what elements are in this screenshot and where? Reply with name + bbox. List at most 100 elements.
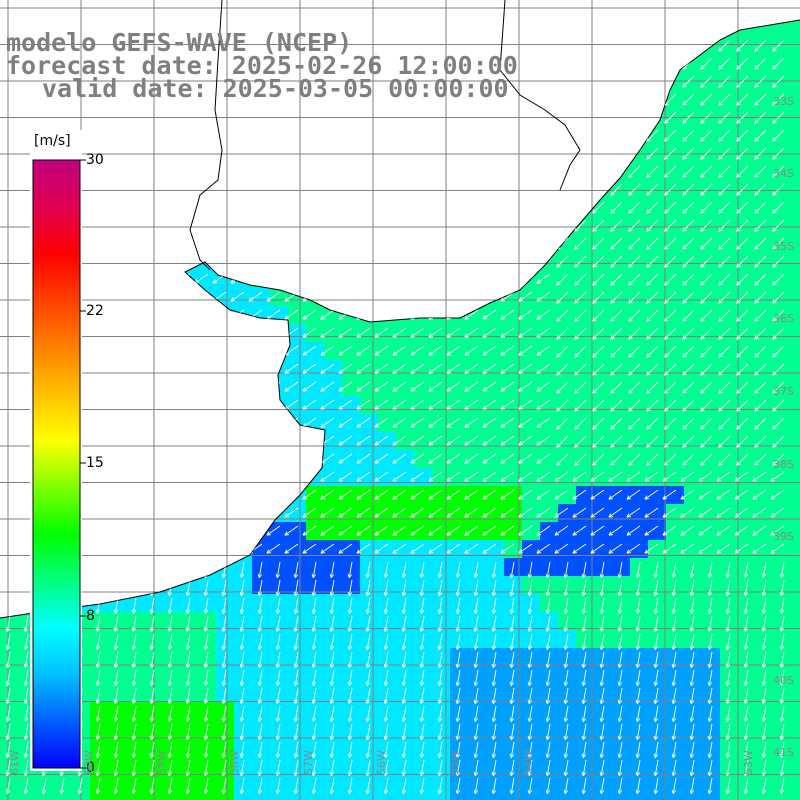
wind-arrow <box>446 363 461 374</box>
wind-speed-cell <box>432 162 450 180</box>
wind-arrow <box>664 129 677 142</box>
wind-arrow <box>736 39 749 52</box>
wind-speed-cell <box>270 270 288 288</box>
wind-arrow <box>545 615 551 633</box>
wind-speed-cell <box>540 54 558 72</box>
wind-arrow <box>14 543 29 554</box>
wind-speed-cell <box>252 432 270 450</box>
wind-arrow <box>617 687 623 705</box>
wind-speed-cell <box>522 162 540 180</box>
wind-arrow <box>194 399 209 410</box>
wind-arrow <box>95 579 101 597</box>
wind-speed-cell <box>18 90 36 108</box>
wind-speed-cell <box>450 144 468 162</box>
wind-speed-cell <box>648 396 666 414</box>
wind-speed-cell <box>756 54 774 72</box>
wind-speed-cell <box>144 198 162 216</box>
wind-arrow <box>574 363 587 376</box>
wind-arrow <box>617 579 623 597</box>
wind-arrow <box>772 417 785 430</box>
wind-speed-cell <box>756 306 774 324</box>
wind-speed-cell <box>324 792 342 800</box>
wind-speed-cell <box>306 378 324 396</box>
wind-speed-cell <box>486 792 504 800</box>
wind-arrow <box>608 507 623 518</box>
wind-speed-cell <box>486 504 504 522</box>
wind-speed-cell <box>774 180 792 198</box>
wind-arrow <box>428 453 443 464</box>
wind-arrow <box>500 399 515 410</box>
wind-arrow <box>635 759 641 777</box>
wind-arrow <box>682 237 695 250</box>
wind-arrow <box>725 741 731 759</box>
wind-speed-cell <box>360 288 378 306</box>
wind-speed-cell <box>324 144 342 162</box>
wind-arrow <box>482 363 497 374</box>
wind-speed-cell <box>558 378 576 396</box>
wind-arrow <box>203 597 209 615</box>
wind-arrow <box>284 471 299 482</box>
wind-arrow <box>500 309 515 320</box>
lat-label: 36S <box>773 312 794 325</box>
wind-arrow <box>383 741 389 759</box>
wind-speed-cell <box>126 180 144 198</box>
wind-speed-cell <box>756 522 774 540</box>
wind-speed-cell <box>594 144 612 162</box>
wind-arrow <box>212 327 227 338</box>
wind-arrow <box>194 327 209 338</box>
wind-arrow <box>131 669 137 687</box>
wind-speed-cell <box>702 198 720 216</box>
wind-arrow <box>185 759 191 777</box>
wind-arrow <box>574 435 587 448</box>
wind-arrow <box>113 723 119 741</box>
wind-speed-cell <box>666 306 684 324</box>
wind-speed-cell <box>288 486 306 504</box>
wind-speed-cell <box>666 540 684 558</box>
wind-speed-cell <box>288 216 306 234</box>
wind-arrow <box>356 327 371 338</box>
wind-arrow <box>410 345 425 356</box>
wind-speed-cell <box>252 378 270 396</box>
wind-speed-cell <box>576 450 594 468</box>
wind-arrow <box>113 759 119 777</box>
wind-arrow <box>356 111 371 122</box>
wind-arrow <box>743 669 749 687</box>
wind-speed-cell <box>774 144 792 162</box>
wind-arrow <box>707 687 713 705</box>
wind-arrow <box>275 651 281 669</box>
wind-speed-cell <box>198 162 216 180</box>
wind-speed-cell <box>468 162 486 180</box>
wind-speed-cell <box>216 180 234 198</box>
wind-arrow <box>392 399 407 410</box>
wind-arrow <box>410 543 425 554</box>
wind-arrow <box>592 165 605 178</box>
wind-arrow <box>779 777 785 795</box>
wind-arrow <box>428 543 443 554</box>
wind-arrow <box>212 309 227 320</box>
wind-arrow <box>176 417 191 428</box>
wind-arrow <box>574 327 587 340</box>
wind-arrow <box>700 309 713 322</box>
wind-arrow <box>50 111 65 122</box>
wind-arrow <box>347 579 353 597</box>
wind-speed-cell <box>576 198 594 216</box>
wind-arrow <box>158 345 173 356</box>
wind-arrow <box>212 525 227 536</box>
wind-speed-cell <box>432 234 450 252</box>
wind-arrow <box>743 759 749 777</box>
wind-speed-cell <box>684 288 702 306</box>
wind-arrow <box>646 183 659 196</box>
wind-arrow <box>644 543 659 554</box>
wind-speed-cell <box>648 378 666 396</box>
wind-arrow <box>212 345 227 356</box>
wind-speed-cell <box>666 270 684 288</box>
wind-speed-cell <box>684 198 702 216</box>
wind-arrow <box>437 723 443 741</box>
wind-arrow <box>311 615 317 633</box>
wind-arrow <box>302 489 317 500</box>
wind-arrow <box>410 363 425 374</box>
wind-arrow <box>725 579 731 597</box>
wind-speed-cell <box>720 414 738 432</box>
wind-speed-cell <box>630 270 648 288</box>
wind-speed-cell <box>576 162 594 180</box>
